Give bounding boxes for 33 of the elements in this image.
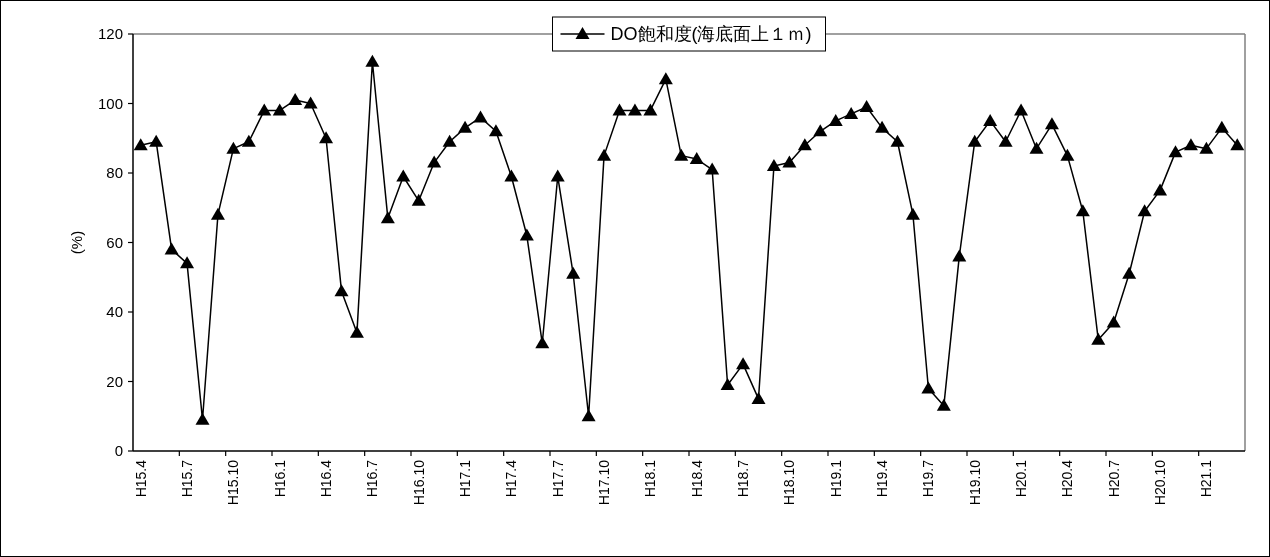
y-tick-label: 100 (97, 94, 123, 112)
x-tick-label: H19.7 (920, 459, 937, 498)
y-tick-label: 40 (106, 303, 123, 320)
x-tick-label: H19.1 (827, 459, 844, 498)
x-tick-label: H17.10 (596, 459, 613, 506)
y-tick-label: 0 (114, 442, 123, 459)
x-tick-label: H17.1 (457, 459, 474, 498)
y-tick-label: 80 (106, 164, 123, 181)
x-tick-label: H18.1 (642, 459, 659, 498)
y-tick-label: 20 (106, 372, 123, 390)
x-tick-label: H16.10 (410, 459, 427, 506)
x-tick-label: H20.1 (1013, 459, 1030, 498)
x-tick-label: H15.7 (179, 459, 196, 498)
x-tick-label: H19.10 (966, 459, 983, 506)
y-tick-label: 120 (97, 25, 123, 42)
x-tick-label: H20.4 (1059, 459, 1076, 498)
x-tick-label: H21.1 (1198, 459, 1215, 498)
x-tick-label: H16.1 (271, 459, 288, 498)
x-tick-label: H18.10 (781, 459, 798, 506)
x-tick-label: H16.4 (318, 459, 335, 498)
x-tick-label: H19.4 (874, 459, 891, 498)
y-axis-title: (%) (68, 230, 85, 255)
x-tick-label: H20.7 (1105, 459, 1122, 498)
x-tick-label: H15.10 (225, 459, 242, 506)
x-tick-label: H20.10 (1152, 459, 1169, 506)
x-tick-label: H17.4 (503, 459, 520, 498)
legend-label: DO飽和度(海底面上１ｍ) (610, 24, 812, 44)
x-tick-label: H16.7 (364, 459, 381, 498)
x-tick-label: H15.4 (132, 459, 149, 498)
x-tick-label: H18.4 (688, 459, 705, 498)
x-tick-label: H18.7 (735, 459, 752, 498)
x-tick-label: H17.7 (549, 459, 566, 498)
y-tick-label: 60 (106, 233, 123, 251)
